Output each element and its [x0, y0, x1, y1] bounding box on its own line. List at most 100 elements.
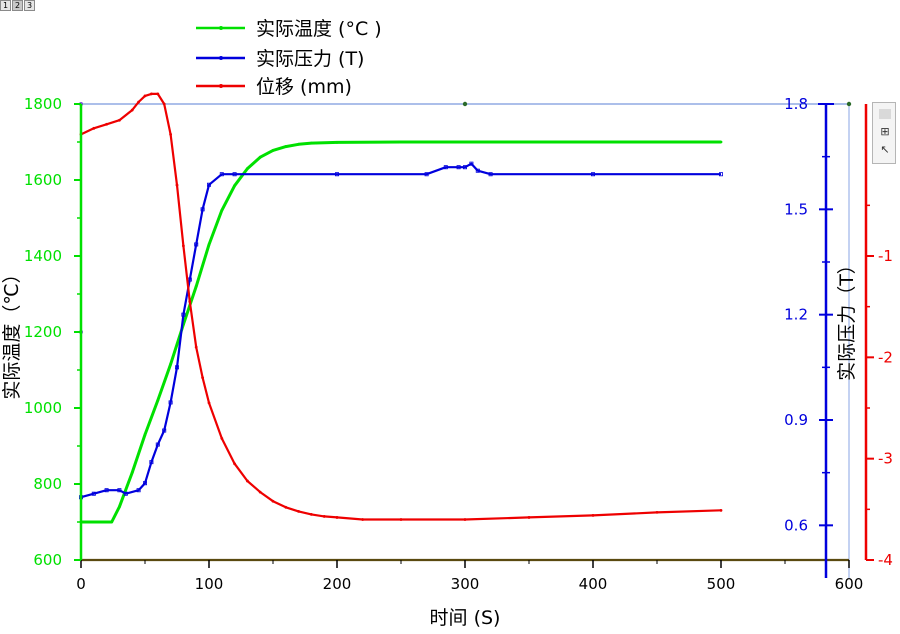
series-point-1 — [424, 172, 429, 177]
series-point-1 — [168, 400, 173, 405]
y-tick-label-pressure: 1.2 — [784, 306, 808, 324]
legend-label: 位移 (mm) — [256, 76, 352, 98]
y-tick-label-temperature: 1400 — [24, 247, 62, 265]
series-point-2 — [591, 514, 595, 517]
series-point-0 — [118, 505, 121, 509]
series-point-2 — [233, 462, 237, 466]
x-tick-label: 300 — [451, 575, 480, 593]
series-point-2 — [194, 345, 198, 349]
series-point-2 — [130, 108, 134, 112]
y-axis-title-temperature: 实际温度（℃） — [1, 264, 23, 399]
series-point-1 — [162, 428, 167, 433]
legend-label: 实际压力 (T) — [256, 48, 364, 70]
y-tick-label-temperature: 1000 — [24, 399, 62, 417]
y-tick-label-pressure: 0.6 — [784, 516, 808, 534]
x-tick-label: 500 — [707, 575, 736, 593]
series-point-0 — [335, 140, 339, 144]
y-tick-label-pressure: 1.5 — [784, 200, 808, 218]
y-tick-label-temperature: 1800 — [24, 95, 62, 113]
series-point-2 — [118, 118, 121, 122]
series-point-1 — [334, 172, 339, 177]
series-point-2 — [310, 513, 313, 516]
series-point-1 — [123, 491, 128, 496]
series-point-2 — [105, 122, 108, 126]
y-tick-label-temperature: 600 — [33, 551, 62, 569]
series-point-2 — [527, 516, 531, 519]
series-point-1 — [142, 481, 147, 486]
series-point-1 — [117, 488, 122, 493]
series-point-1 — [219, 172, 224, 177]
pointer-icon[interactable]: ↖ — [880, 143, 890, 156]
series-point-2 — [175, 183, 179, 187]
series-point-2 — [246, 479, 249, 483]
series-point-1 — [206, 182, 211, 187]
series-point-2 — [322, 515, 326, 518]
frame-marker — [462, 101, 468, 107]
page-tab-2[interactable]: 2 — [12, 0, 23, 11]
series-point-1 — [149, 460, 154, 465]
y-tick-label-pressure: 1.8 — [784, 95, 808, 113]
series-point-1 — [475, 168, 480, 173]
page-tab-1[interactable]: 1 — [0, 0, 11, 11]
series-point-0 — [194, 285, 198, 288]
series-line-0 — [81, 140, 721, 524]
series-point-1 — [155, 442, 160, 447]
x-tick-label: 100 — [195, 575, 224, 593]
series-point-0 — [233, 184, 237, 188]
series-point-0 — [591, 140, 595, 144]
series-point-0 — [143, 433, 147, 436]
mini-toolbar: ⊞ ↖ — [872, 102, 896, 164]
series-point-2 — [655, 510, 659, 514]
toolbar-grip — [879, 109, 891, 119]
series-point-0 — [156, 399, 160, 402]
legend-label: 实际温度 (°C ) — [256, 18, 382, 40]
series-point-0 — [258, 155, 262, 159]
series-point-2 — [137, 100, 141, 104]
series-point-2 — [162, 102, 166, 106]
page-tab-3[interactable]: 3 — [24, 0, 35, 11]
series-point-0 — [169, 362, 173, 366]
page-tabs: 1 2 3 — [0, 0, 35, 11]
series-point-2 — [156, 92, 160, 96]
series-point-1 — [719, 172, 724, 177]
series-point-2 — [207, 401, 211, 405]
series-point-0 — [246, 167, 249, 171]
series-point-1 — [181, 312, 186, 317]
series-point-1 — [174, 365, 179, 370]
y-tick-label-temperature: 1600 — [24, 171, 62, 189]
y-tick-label-temperature: 1200 — [24, 323, 62, 341]
x-tick-label: 400 — [579, 575, 608, 593]
x-tick-label: 0 — [76, 575, 86, 593]
legend-marker — [219, 56, 223, 60]
series-line-2 — [80, 92, 722, 521]
series-point-2 — [143, 94, 147, 98]
y-tick-label-temperature: 800 — [33, 475, 62, 493]
series-point-1 — [194, 242, 199, 247]
series-point-2 — [271, 499, 275, 503]
legend: 实际温度 (°C ) 实际压力 (T) 位移 (mm) — [196, 18, 382, 98]
series-point-2 — [297, 509, 300, 513]
y-tick-label-displacement: -1 — [878, 247, 893, 265]
series-point-0 — [110, 520, 114, 524]
frame-marker — [846, 101, 852, 107]
series-point-0 — [220, 209, 224, 212]
series-point-1 — [456, 165, 461, 170]
series-point-0 — [297, 142, 300, 146]
series-point-0 — [94, 520, 98, 524]
y-tick-label-displacement: -2 — [878, 348, 893, 366]
series-point-2 — [284, 505, 288, 509]
series-point-2 — [399, 518, 403, 521]
y-axis-title-pressure: 实际压力（T） — [836, 255, 858, 381]
x-axis-title: 时间 (S) — [430, 607, 501, 629]
series-point-1 — [488, 172, 493, 177]
series-point-2 — [201, 376, 205, 379]
series-point-2 — [92, 126, 96, 130]
series-point-0 — [207, 243, 211, 247]
series-point-2 — [463, 518, 467, 521]
zoom-fit-icon[interactable]: ⊞ — [880, 125, 890, 138]
series-point-2 — [719, 508, 723, 512]
series-point-1 — [469, 161, 474, 166]
axis-layer: 0 100 200 300 400 500 600 时间 (S) 600 800 1000 1200 1… — [1, 95, 893, 629]
series-point-2 — [169, 133, 173, 136]
